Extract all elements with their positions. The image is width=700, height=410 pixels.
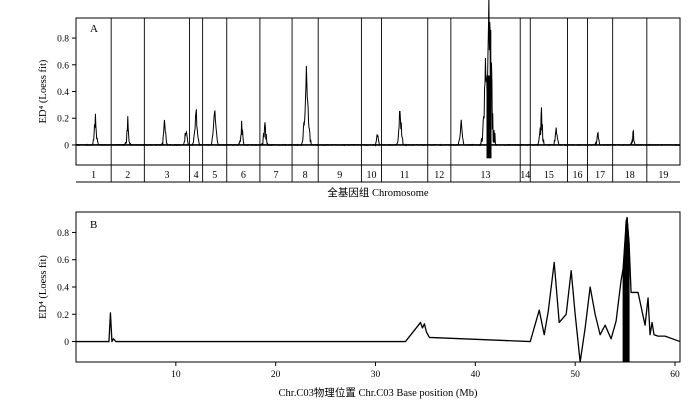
chromosome-label-14: 14 [520,170,530,181]
chromosome-label-13: 13 [481,170,491,181]
panel-b-y-axis-title: ED⁴ (Loess fit) [38,255,49,319]
panel-b-x-axis: 10 20 30 40 50 60 [171,362,680,380]
chromosome-label-16: 16 [572,170,582,181]
panel-a-series [75,0,681,159]
panel-b-dense-peak [622,217,630,362]
y-tick-label: 0.6 [57,61,69,71]
panel-a-ed-line [75,0,681,147]
chromosome-label-12: 12 [434,170,444,181]
panel-a-y-axis: 0 0.2 0.4 0.6 0.8 [57,35,76,151]
x-tick-label: 30 [371,370,381,380]
y-tick-label: 0.8 [57,35,69,45]
panel-b-ed-line [76,216,681,363]
y-tick-label: 0.8 [57,229,69,239]
panel-b-y-axis: 0 0.2 0.4 0.6 0.8 [57,229,76,348]
chromosome-label-18: 18 [625,170,635,181]
x-tick-label: 40 [471,370,481,380]
chromosome-label-2: 2 [125,170,130,181]
panel-b: B 0 0.2 0.4 0.6 0.8 ED⁴ (Loess fit) 10 20 30 40… [38,211,681,399]
panel-b-series [76,216,681,363]
panel-a-dense-peak [486,75,492,159]
panel-b-label: B [90,219,97,231]
chromosome-label-8: 8 [303,170,308,181]
chromosome-label-10: 10 [366,170,376,181]
panel-a-x-axis-title: 全基因组 Chromosome [327,186,429,199]
panel-b-x-axis-title: Chr.C03物理位置 Chr.C03 Base position (Mb) [279,386,478,399]
x-tick-label: 50 [570,370,580,380]
x-tick-label: 60 [670,370,680,380]
chromosome-label-11: 11 [400,170,410,181]
y-tick-label: 0 [64,141,69,151]
x-tick-label: 20 [271,370,281,380]
y-tick-label: 0.2 [57,115,69,125]
chromosome-label-5: 5 [212,170,217,181]
y-tick-label: 0 [64,338,69,348]
panel-a-chromosome-axis: 1 2 3 4 5 6 7 8 9 10 11 12 13 14 15 16 17 18 19 [76,18,680,183]
y-tick-label: 0.4 [57,88,69,98]
x-tick-label: 10 [171,370,181,380]
chromosome-label-9: 9 [337,170,342,181]
y-tick-label: 0.6 [57,256,69,266]
panel-b-frame [75,211,681,363]
chromosome-label-19: 19 [658,170,668,181]
panel-a-y-axis-title: ED⁴ (Loess fit) [38,59,49,123]
chromosome-label-1: 1 [91,170,96,181]
panel-a-label: A [90,23,98,35]
y-tick-label: 0.4 [57,284,69,294]
chromosome-label-4: 4 [194,170,199,181]
y-tick-label: 0.2 [57,311,69,321]
chromosome-label-7: 7 [273,170,278,181]
chromosome-label-15: 15 [544,170,554,181]
chromosome-label-17: 17 [595,170,605,181]
chromosome-label-6: 6 [241,170,246,181]
chromosome-label-3: 3 [164,170,169,181]
